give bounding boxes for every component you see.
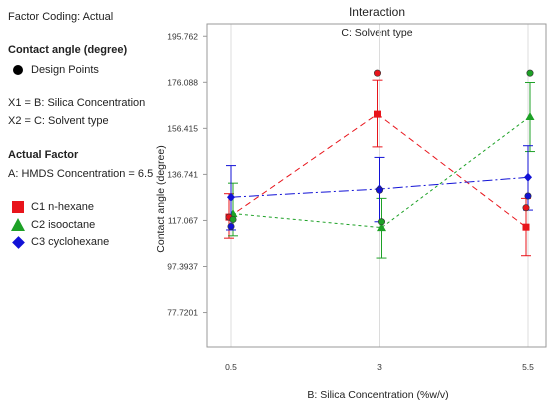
design-point [227,222,235,230]
y-tick-label: 77.7201 [167,308,198,318]
x-axis-label: B: Silica Concentration (%w/v) [307,389,448,401]
actual-factor-title: Actual Factor [8,149,79,161]
series-marker-triangle [377,223,386,232]
legend-square-icon [12,201,24,213]
actual-factor-value: A: HMDS Concentration = 6.5 [8,168,154,180]
response-title: Contact angle (degree) [8,44,128,56]
chart-subtitle: C: Solvent type [341,27,412,39]
y-tick-label: 117.067 [168,215,198,225]
x-tick-label: 5.5 [522,362,534,372]
y-tick-label: 176.088 [167,77,198,87]
design-point [229,215,237,223]
series-marker-diamond [227,192,235,202]
plot-frame [206,23,547,348]
series-marker-square [374,110,381,118]
design-point [375,186,383,194]
design-point [524,192,532,200]
series-line [232,116,531,229]
design-points-label: Design Points [31,64,99,76]
sidebar-info: Factor Coding: Actual Contact angle (deg… [0,0,200,402]
design-point [373,69,381,77]
x2-label: X2 = C: Solvent type [8,115,109,127]
series-marker-triangle [525,111,535,120]
y-tick-label: 195.762 [167,31,198,41]
x1-label: X1 = B: Silica Concentration [8,97,146,109]
legend-label-c3: C3 cyclohexane [31,236,110,248]
legend-triangle-icon [11,218,25,231]
series-marker-square [522,223,530,231]
design-point-icon [13,65,23,75]
x-tick-label: 0.5 [225,362,237,372]
design-point [522,204,530,212]
design-point [526,69,534,77]
legend-label-c2: C2 isooctane [31,219,96,231]
y-axis-label: Contact angle (degree) [155,145,167,252]
legend-label-c1: C1 n-hexane [31,201,94,213]
y-tick-label: 156.415 [167,123,198,133]
chart-title: Interaction [349,5,405,19]
factor-coding-label: Factor Coding: Actual [8,11,114,23]
series-marker-diamond [524,172,532,182]
y-tick-label: 136.741 [167,169,198,179]
design-point [377,218,385,226]
x-tick-label: 3 [377,362,382,372]
y-tick-label: 97.3937 [167,261,198,271]
